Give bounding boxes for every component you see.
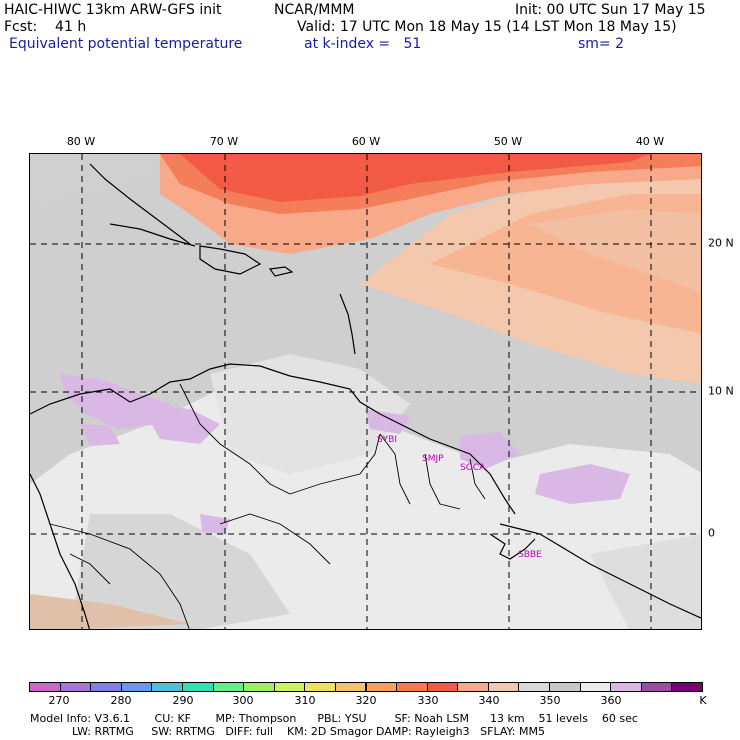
colorbar-label-360: 360 <box>600 694 622 707</box>
colorbar-swatch <box>304 682 336 692</box>
model-info-line1: Model Info: V3.6.1 CU: KF MP: Thompson P… <box>30 712 638 725</box>
colorbar-swatch <box>181 682 214 692</box>
lon-label-40w: 40 W <box>635 135 665 148</box>
coast-amazon-delta <box>489 533 536 560</box>
lon-label-80w: 80 W <box>66 135 96 148</box>
colorbar-label-290: 290 <box>172 694 194 707</box>
colorbar-swatch <box>426 682 459 692</box>
purple-patch-pacific <box>80 424 120 446</box>
colorbar-unit: K <box>699 694 707 707</box>
model-info-line2: LW: RRTMG SW: RRTMG DIFF: full KM: 2D Sm… <box>30 725 545 738</box>
coast-pacific <box>30 473 91 629</box>
colorbar-label-320: 320 <box>355 694 377 707</box>
border-ecuador <box>69 553 111 585</box>
coast-cuba <box>109 223 196 247</box>
colorbar-label-280: 280 <box>110 694 132 707</box>
coast-brazil-north <box>499 523 701 619</box>
lat-label-equator: 0 <box>708 526 715 540</box>
coast-puerto-rico <box>268 266 294 277</box>
border-venezuela-brazil <box>289 433 381 495</box>
red-band-north <box>180 154 650 202</box>
colorbar-label-310: 310 <box>294 694 316 707</box>
coast-lesser-antilles <box>339 293 356 355</box>
tan-region-sw <box>30 594 190 629</box>
border-french-guiana <box>469 458 486 500</box>
valid-time: Valid: 17 UTC Mon 18 May 15 (14 LST Mon … <box>297 19 677 35</box>
lat-label-10n: 10 N <box>708 384 734 398</box>
station-smjp: SMJP <box>422 454 444 464</box>
colorbar-label-270: 270 <box>48 694 70 707</box>
colorbar-swatch <box>549 682 581 692</box>
border-colombia-venezuela <box>179 383 291 495</box>
station-sbbe: SBBE <box>518 550 542 560</box>
field-name: Equivalent potential temperature <box>9 36 243 52</box>
purple-patch-interior <box>200 514 230 534</box>
colorbar-swatch <box>365 682 398 692</box>
model-title: HAIC-HIWC 13km ARW-GFS init <box>4 2 222 18</box>
colorbar-swatch <box>334 682 367 692</box>
mid-gray-region <box>70 514 290 629</box>
lon-label-60w: 60 W <box>351 135 381 148</box>
colorbar-swatch <box>151 682 183 692</box>
graticule <box>30 154 701 629</box>
colorbar-swatch <box>120 682 153 692</box>
colorbar-swatch <box>457 682 489 692</box>
light-gray-region-north <box>210 354 410 474</box>
border-guyana <box>379 433 411 505</box>
coast-caribbean-islands <box>89 163 191 245</box>
map-canvas: SYBI SMJP SOCA SBBE <box>30 154 701 629</box>
purple-patch-atlantic <box>535 464 630 504</box>
purple-patch-colombia <box>140 404 220 444</box>
colorbar-label-300: 300 <box>232 694 254 707</box>
forecast-hour: Fcst: 41 h <box>4 19 87 35</box>
colorbar-swatch <box>396 682 428 692</box>
colorbar-label-340: 340 <box>478 694 500 707</box>
colorbar-swatch <box>273 682 306 692</box>
colorbar-swatch <box>671 682 703 692</box>
colorbar-swatch <box>243 682 275 692</box>
init-time: Init: 00 UTC Sun 17 May 15 <box>515 2 706 18</box>
tan-inner-region <box>530 209 701 294</box>
coast-south-america-north <box>30 363 516 515</box>
colorbar-swatch <box>212 682 245 692</box>
colorbar-swatch <box>640 682 673 692</box>
country-borders <box>49 383 486 629</box>
lat-label-20n: 20 N <box>708 236 734 250</box>
station-soca: SOCA <box>460 463 486 473</box>
purple-patch-panama <box>60 374 170 429</box>
theta-e-map: SYBI SMJP SOCA SBBE <box>29 153 702 630</box>
border-colombia-brazil <box>219 513 331 565</box>
lon-label-50w: 50 W <box>493 135 523 148</box>
purple-patch-orinoco <box>365 409 410 434</box>
border-ecuador-peru <box>49 523 190 629</box>
border-suriname <box>424 453 461 510</box>
org-label: NCAR/MMM <box>274 2 355 18</box>
coast-hispaniola <box>199 245 262 275</box>
station-sybi: SYBI <box>377 435 397 445</box>
colorbar-swatch <box>610 682 642 692</box>
colorbar-label-330: 330 <box>417 694 439 707</box>
colorbar-swatch <box>487 682 520 692</box>
lon-label-70w: 70 W <box>209 135 239 148</box>
coastlines <box>30 163 701 629</box>
colorbar-swatch <box>90 682 122 692</box>
colorbar-swatch <box>579 682 612 692</box>
colorbar-swatch <box>29 682 61 692</box>
colorbar-swatch <box>59 682 92 692</box>
level-label: at k-index = 51 <box>304 36 422 52</box>
smoothing-label: sm= 2 <box>578 36 625 52</box>
gray-nw-region <box>30 154 160 204</box>
colorbar-swatch <box>518 682 551 692</box>
colorbar-label-350: 350 <box>539 694 561 707</box>
